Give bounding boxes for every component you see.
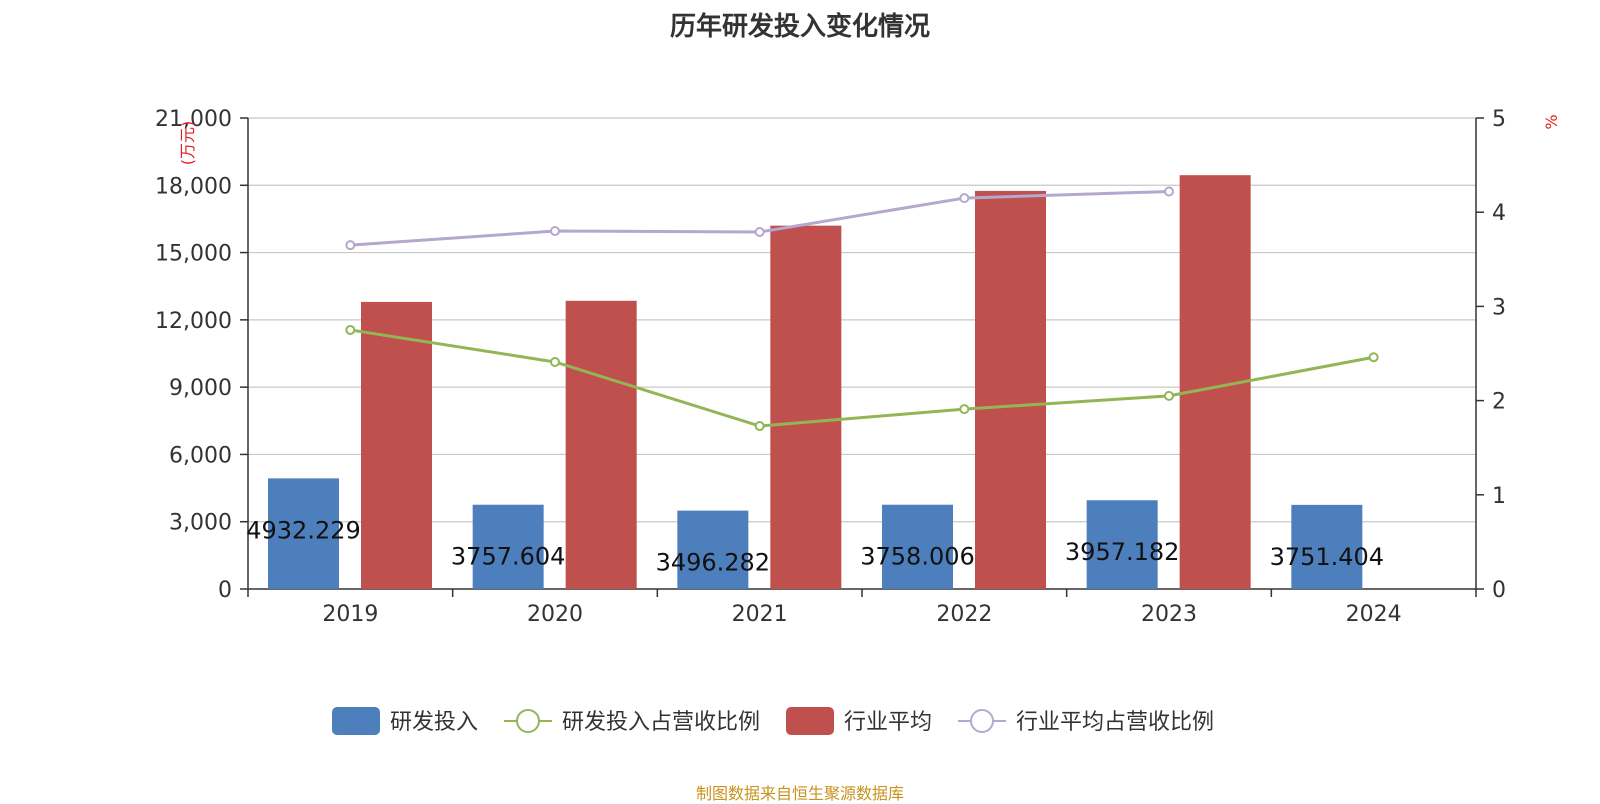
chart-canvas: 0 3,000 6,000 9,000 12,000 15,000 18,000 21,000… [155, 107, 1561, 735]
left-axis-tick-label: 15,000 [155, 242, 232, 267]
legend-label-rd-ratio: 研发投入占营收比例 [562, 710, 760, 735]
x-axis-tick-label: 2021 [732, 602, 788, 627]
bar-value-label: 3957.182 [1065, 538, 1180, 566]
legend-swatch-industry-average [786, 707, 834, 735]
legend-label-industry-average: 行业平均 [844, 710, 932, 735]
x-axis-tick-label: 2022 [936, 602, 992, 627]
right-axis-tick-label: 1 [1492, 484, 1506, 509]
chart-title: 历年研发投入变化情况 [669, 12, 930, 42]
legend-marker-industry-ratio [970, 709, 994, 733]
bar-value-label: 3757.604 [451, 543, 566, 571]
right-axis-tick-label: 5 [1492, 107, 1506, 132]
bar-industry-average [361, 301, 432, 589]
bar-value-label: 3496.282 [656, 549, 771, 577]
bar-value-label: 3758.006 [860, 543, 975, 571]
left-axis-tick-label: 18,000 [155, 174, 232, 199]
bar-value-label: 3751.404 [1270, 543, 1385, 571]
legend-label-rd-investment: 研发投入 [390, 710, 478, 735]
legend-swatch-rd-investment [332, 707, 380, 735]
x-axis-tick-label: 2019 [322, 602, 378, 627]
right-axis-tick-label: 4 [1492, 201, 1506, 226]
point-industry-ratio [959, 193, 970, 204]
left-axis-unit: (万元) [178, 121, 197, 166]
x-axis-tick-label: 2020 [527, 602, 583, 627]
point-industry-ratio [754, 226, 765, 237]
left-axis-tick-label: 3,000 [169, 511, 232, 536]
bar-industry-average [975, 190, 1046, 589]
data-source-note: 制图数据来自恒生聚源数据库 [695, 784, 904, 803]
right-axis-unit: % [1542, 114, 1561, 129]
bar-rd-investment [1291, 504, 1363, 589]
point-rd-ratio [345, 324, 356, 335]
point-industry-ratio [550, 226, 560, 237]
point-rd-ratio [959, 404, 970, 415]
bar-rd-investment [472, 504, 544, 589]
point-industry-ratio [1164, 186, 1174, 197]
x-axis-tick-label: 2024 [1346, 602, 1402, 627]
point-rd-ratio [550, 356, 560, 367]
point-rd-ratio [1368, 352, 1379, 363]
left-axis-tick-label: 21,000 [155, 107, 232, 132]
line-rd-ratio [350, 328, 1374, 428]
bar-value-label: 4932.229 [246, 516, 361, 544]
bar-industry-average [565, 300, 637, 589]
x-axis-tick-label: 2023 [1141, 602, 1197, 627]
bar-rd-investment [1086, 500, 1158, 589]
point-rd-ratio [754, 421, 765, 432]
bar-rd-investment [677, 510, 749, 589]
left-axis-tick-label: 0 [218, 578, 232, 603]
legend-marker-rd-ratio [516, 709, 540, 733]
left-axis-tick-label: 9,000 [169, 376, 232, 401]
left-axis-tick-label: 6,000 [169, 443, 232, 468]
bar-rd-investment [268, 478, 339, 589]
point-industry-ratio [345, 240, 356, 251]
point-rd-ratio [1164, 390, 1174, 401]
bar-rd-investment [882, 504, 953, 589]
right-axis-tick-label: 0 [1492, 578, 1506, 603]
legend-label-industry-ratio: 行业平均占营收比例 [1016, 710, 1214, 735]
bar-industry-average [770, 225, 842, 589]
right-axis-tick-label: 2 [1492, 390, 1506, 415]
left-axis-tick-label: 12,000 [155, 309, 232, 334]
right-axis-tick-label: 3 [1492, 295, 1506, 320]
line-industry-ratio [350, 189, 1170, 247]
